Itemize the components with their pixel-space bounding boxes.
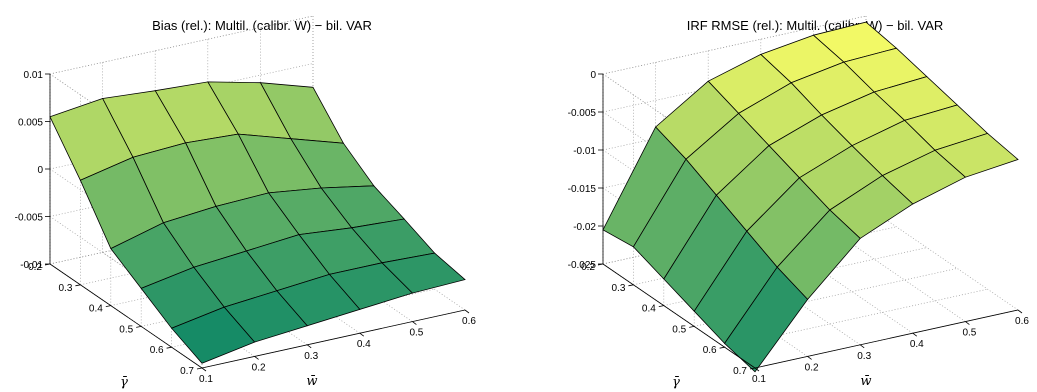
y-tick-label: 0.6 xyxy=(150,345,164,356)
x-tick-mark xyxy=(359,332,365,337)
irf-rmse-surface-plot: IRF RMSE (rel.): Multil. (calibr. W) − b… xyxy=(568,15,1029,390)
y-tick-label: 0.4 xyxy=(89,304,103,315)
x-tick-label: 0.2 xyxy=(805,362,819,373)
x-tick-label: 0.3 xyxy=(857,351,871,362)
y-tick-label: 0.7 xyxy=(180,366,194,377)
y-tick-label: 0.5 xyxy=(672,324,686,335)
x-tick-mark xyxy=(754,367,760,372)
y-tick-label: 0.6 xyxy=(703,345,717,356)
y-tick-mark xyxy=(75,284,81,287)
y-tick-mark xyxy=(105,305,111,307)
x-tick-label: 0.2 xyxy=(252,362,266,373)
z-tick-label: -0.02 xyxy=(573,222,596,233)
plot-title: IRF RMSE (rel.): Multil. (calibr. W) − b… xyxy=(687,18,944,33)
surface-patch xyxy=(724,266,809,373)
axis-line xyxy=(201,309,466,369)
z-tick-label: -0.005 xyxy=(568,108,597,119)
z-tick-label: -0.01 xyxy=(573,146,596,157)
y-tick-mark xyxy=(749,367,756,370)
x-tick-mark xyxy=(306,344,312,349)
x-tick-label: 0.6 xyxy=(1015,316,1029,327)
x-tick-mark xyxy=(254,356,259,360)
x-axis-label: w̄ xyxy=(306,374,317,389)
y-tick-label: 0.5 xyxy=(119,324,133,335)
axis-line xyxy=(754,309,1019,369)
y-axis-label: γ̄ xyxy=(672,375,680,390)
z-tick-label: 0 xyxy=(590,70,596,81)
y-tick-mark xyxy=(719,346,725,349)
z-tick-label: 0 xyxy=(37,165,43,176)
x-tick-label: 0.5 xyxy=(409,328,423,339)
x-tick-label: 0.4 xyxy=(357,339,371,350)
x-tick-mark xyxy=(412,321,417,325)
x-tick-label: 0.6 xyxy=(462,316,476,327)
x-tick-mark xyxy=(201,367,207,372)
x-tick-mark xyxy=(464,309,470,314)
y-tick-mark xyxy=(166,346,172,349)
y-tick-label: 0.4 xyxy=(642,304,656,315)
surface-patch xyxy=(170,306,256,364)
z-tick-label: -0.01 xyxy=(20,260,43,271)
y-axis-label: γ̄ xyxy=(120,375,128,390)
y-tick-mark xyxy=(628,284,634,287)
y-tick-label: 0.3 xyxy=(58,283,72,294)
x-tick-label: 0.5 xyxy=(962,328,976,339)
floor-grid-line xyxy=(865,205,1019,311)
axis-line xyxy=(602,263,756,369)
x-axis-label: w̄ xyxy=(860,374,871,389)
y-tick-label: 0.2 xyxy=(581,262,595,273)
axis-line xyxy=(49,263,203,369)
y-tick-label: 0.2 xyxy=(28,262,42,273)
x-tick-mark xyxy=(859,344,865,349)
y-tick-mark xyxy=(196,367,203,370)
x-tick-mark xyxy=(912,332,918,337)
x-tick-label: 0.4 xyxy=(910,339,924,350)
x-tick-label: 0.1 xyxy=(752,374,766,385)
plot-title: Bias (rel.): Multil. (calibr. W) − bil. … xyxy=(152,18,372,33)
z-tick-label: 0.005 xyxy=(18,118,43,129)
z-tick-label: 0.01 xyxy=(24,70,44,81)
y-tick-label: 0.7 xyxy=(733,366,747,377)
y-tick-mark xyxy=(136,326,142,328)
z-tick-label: -0.025 xyxy=(568,260,597,271)
y-tick-label: 0.3 xyxy=(611,283,625,294)
bias-surface-plot: Bias (rel.): Multil. (calibr. W) − bil. … xyxy=(15,15,476,390)
x-tick-mark xyxy=(965,321,970,325)
y-tick-mark xyxy=(689,326,695,328)
x-tick-mark xyxy=(807,356,812,360)
z-tick-label: -0.015 xyxy=(568,184,597,195)
z-tick-label: -0.005 xyxy=(15,213,44,224)
x-tick-label: 0.1 xyxy=(199,374,213,385)
y-tick-mark xyxy=(658,305,664,307)
x-tick-mark xyxy=(1017,309,1023,314)
x-tick-label: 0.3 xyxy=(304,351,318,362)
